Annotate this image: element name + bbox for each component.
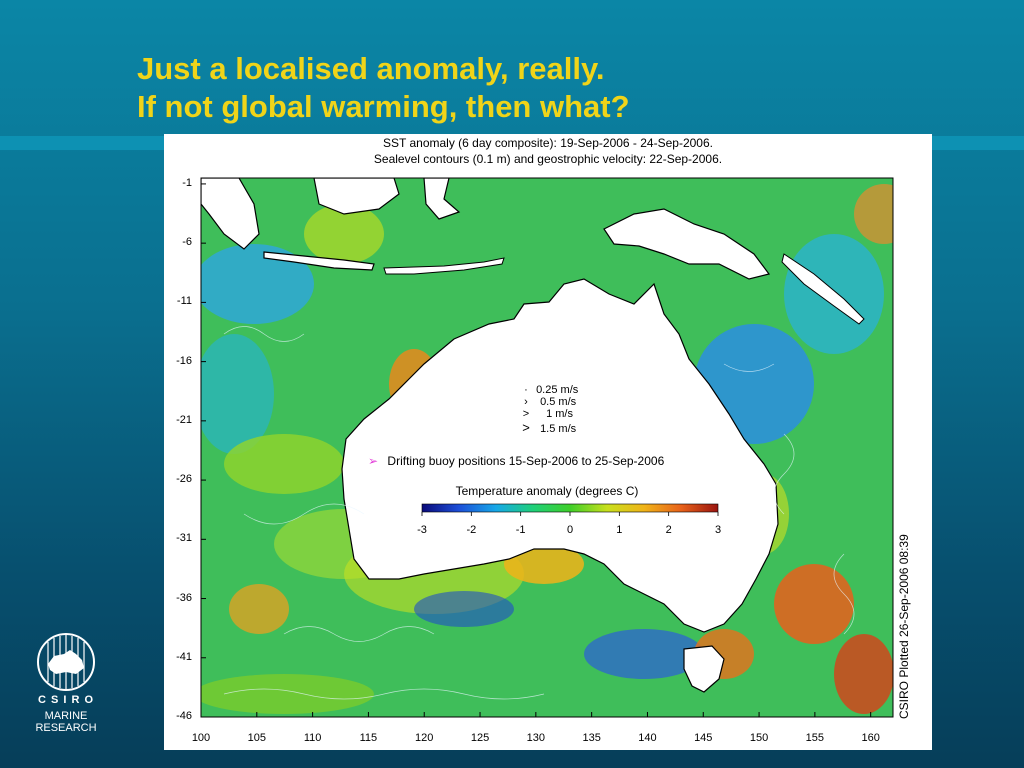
latitude-tick-label: -21 [176, 413, 192, 426]
borneo-landmass [313, 178, 400, 215]
velocity-label: 1 m/s [546, 408, 573, 420]
longitude-tick-label: 115 [359, 732, 378, 744]
colorbar-tick-label: -1 [515, 524, 526, 536]
buoy-arrow-icon: ➢ [368, 454, 379, 468]
colorbar-tick-label: 2 [665, 524, 672, 536]
velocity-label: 0.25 m/s [536, 384, 579, 396]
velocity-legend-item: · 0.25 m/s [519, 384, 578, 396]
velocity-legend-item: > 1 m/s [519, 408, 573, 420]
slide-title-line-1: Just a localised anomaly, really. [137, 51, 605, 86]
latitude-tick-label: -11 [176, 295, 192, 308]
longitude-tick-label: 140 [638, 732, 657, 744]
longitude-tick-label: 130 [526, 732, 545, 744]
longitude-tick-label: 110 [303, 732, 322, 744]
colorbar-tick-label: 1 [616, 524, 623, 536]
velocity-symbol: > [522, 408, 530, 420]
plotted-timestamp: CSIRO Plotted 26-Sep-2006 08:39 [897, 534, 911, 719]
colorbar-tick-label: 0 [566, 524, 574, 536]
lesser-sunda-islands [383, 257, 505, 275]
sst-anomaly-map-figure: SST anomaly (6 day composite): 19-Sep-20… [164, 134, 932, 750]
csiro-wordmark: C S I R O [37, 694, 95, 706]
latitude-tick-label: -16 [176, 354, 192, 367]
colorbar-tick-label: -2 [466, 524, 477, 536]
figure-caption-line-1: SST anomaly (6 day composite): 19-Sep-20… [383, 136, 713, 150]
sulawesi-landmass [423, 178, 461, 220]
slide-title: Just a localised anomaly, really. If not… [137, 50, 630, 126]
longitude-tick-label: 160 [861, 732, 880, 744]
longitude-tick-label: 145 [694, 732, 713, 744]
velocity-symbol: · [524, 384, 528, 396]
velocity-label: 0.5 m/s [540, 396, 577, 408]
longitude-tick-label: 125 [470, 732, 490, 744]
plot-frame [200, 177, 894, 718]
colorbar-tick-label: -3 [417, 524, 427, 536]
longitude-tick-label: 105 [247, 732, 266, 744]
sealevel-contours [223, 326, 855, 700]
latitude-tick-label: -36 [176, 591, 192, 604]
figure-caption-line-2: Sealevel contours (0.1 m) and geostrophi… [373, 152, 723, 166]
sst-map-svg [200, 177, 894, 718]
new-guinea-landmass [603, 208, 771, 280]
velocity-legend-item: > 1.5 m/s [519, 420, 576, 435]
tasmania-landmass [683, 645, 725, 693]
latitude-tick-label: -31 [176, 532, 192, 545]
colorbar-tick-label: 3 [714, 524, 722, 536]
buoy-legend-label: Drifting buoy positions 15-Sep-2006 to 2… [387, 454, 665, 468]
csiro-logo: C S I R O MARINE RESEARCH [14, 632, 118, 734]
australia-landmass [341, 278, 779, 633]
velocity-symbol: > [522, 420, 530, 435]
longitude-tick-label: 135 [582, 732, 601, 744]
csiro-emblem-icon [37, 633, 95, 691]
latitude-tick-label: -41 [176, 650, 192, 663]
velocity-symbol: › [524, 396, 528, 408]
sumatra-landmass [201, 178, 260, 250]
latitude-tick-label: -26 [176, 473, 192, 486]
map-plot-area [201, 178, 893, 717]
velocity-legend-item: › 0.5 m/s [519, 396, 576, 408]
colorbar-tickmarks [421, 512, 719, 516]
longitude-tick-label: 150 [749, 732, 769, 744]
colorbar [421, 503, 719, 513]
latitude-tick-label: -1 [182, 176, 192, 189]
longitude-tick-label: 120 [415, 732, 434, 744]
velocity-label: 1.5 m/s [540, 423, 577, 435]
pacific-islands [781, 253, 865, 325]
latitude-tick-label: -46 [176, 710, 192, 722]
slide-title-line-2: If not global warming, then what? [137, 89, 630, 124]
latitude-tick-label: -6 [182, 236, 192, 249]
marine-research-label: MARINE RESEARCH [35, 710, 97, 734]
buoy-legend: ➢ Drifting buoy positions 15-Sep-2006 to… [368, 454, 664, 468]
longitude-tick-label: 100 [191, 732, 211, 744]
latitude-tickmarks [201, 183, 206, 718]
colorbar-title: Temperature anomaly (degrees C) [455, 484, 639, 498]
longitude-tick-label: 155 [805, 732, 825, 744]
java-landmass [263, 251, 375, 271]
longitude-tickmarks [200, 712, 872, 717]
